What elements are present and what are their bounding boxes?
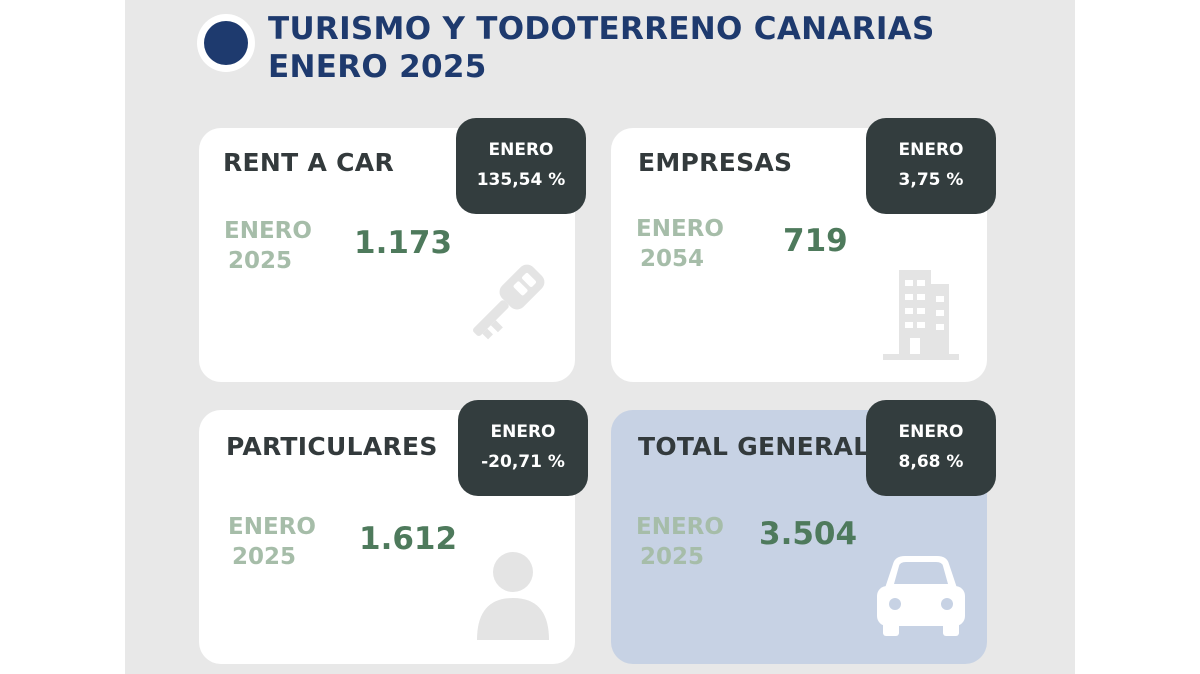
badge-change: -20,71 % bbox=[481, 452, 565, 472]
change-badge: ENERO 135,54 % bbox=[456, 118, 586, 214]
card-title: PARTICULARES bbox=[226, 432, 438, 461]
title-line-1: TURISMO Y TODOTERRENO CANARIAS bbox=[268, 11, 935, 47]
badge-month: ENERO bbox=[488, 140, 554, 160]
period-label: ENERO 2025 bbox=[228, 512, 316, 572]
office-building-icon bbox=[883, 270, 959, 360]
period-month: ENERO bbox=[224, 218, 312, 244]
card-title: TOTAL GENERAL bbox=[638, 432, 870, 461]
badge-month: ENERO bbox=[898, 140, 964, 160]
period-label: ENERO 2025 bbox=[636, 512, 724, 572]
bullet-dot bbox=[197, 14, 255, 72]
card-value: 719 bbox=[783, 223, 848, 259]
period-label: ENERO 2025 bbox=[224, 216, 312, 276]
badge-month: ENERO bbox=[898, 422, 964, 442]
change-badge: ENERO -20,71 % bbox=[458, 400, 588, 496]
car-front-icon bbox=[877, 556, 965, 636]
change-badge: ENERO 8,68 % bbox=[866, 400, 996, 496]
card-title: EMPRESAS bbox=[638, 148, 793, 177]
car-key-icon bbox=[473, 264, 545, 340]
title-line-2: ENERO 2025 bbox=[268, 49, 487, 85]
period-year: 2025 bbox=[640, 544, 705, 570]
card-value: 1.612 bbox=[359, 521, 458, 557]
period-year: 2025 bbox=[232, 544, 297, 570]
badge-month: ENERO bbox=[490, 422, 556, 442]
card-title: RENT A CAR bbox=[223, 148, 395, 177]
badge-change: 135,54 % bbox=[476, 170, 566, 190]
badge-change: 3,75 % bbox=[898, 170, 964, 190]
period-month: ENERO bbox=[636, 514, 724, 540]
change-badge: ENERO 3,75 % bbox=[866, 118, 996, 214]
card-value: 3.504 bbox=[759, 516, 858, 552]
period-label: ENERO 2054 bbox=[636, 214, 724, 274]
period-month: ENERO bbox=[636, 216, 724, 242]
person-icon bbox=[477, 552, 549, 640]
period-year: 2025 bbox=[228, 248, 293, 274]
card-value: 1.173 bbox=[354, 225, 453, 261]
page-title: TURISMO Y TODOTERRENO CANARIAS ENERO 202… bbox=[268, 10, 935, 86]
period-month: ENERO bbox=[228, 514, 316, 540]
badge-change: 8,68 % bbox=[898, 452, 964, 472]
period-year: 2054 bbox=[640, 246, 705, 272]
